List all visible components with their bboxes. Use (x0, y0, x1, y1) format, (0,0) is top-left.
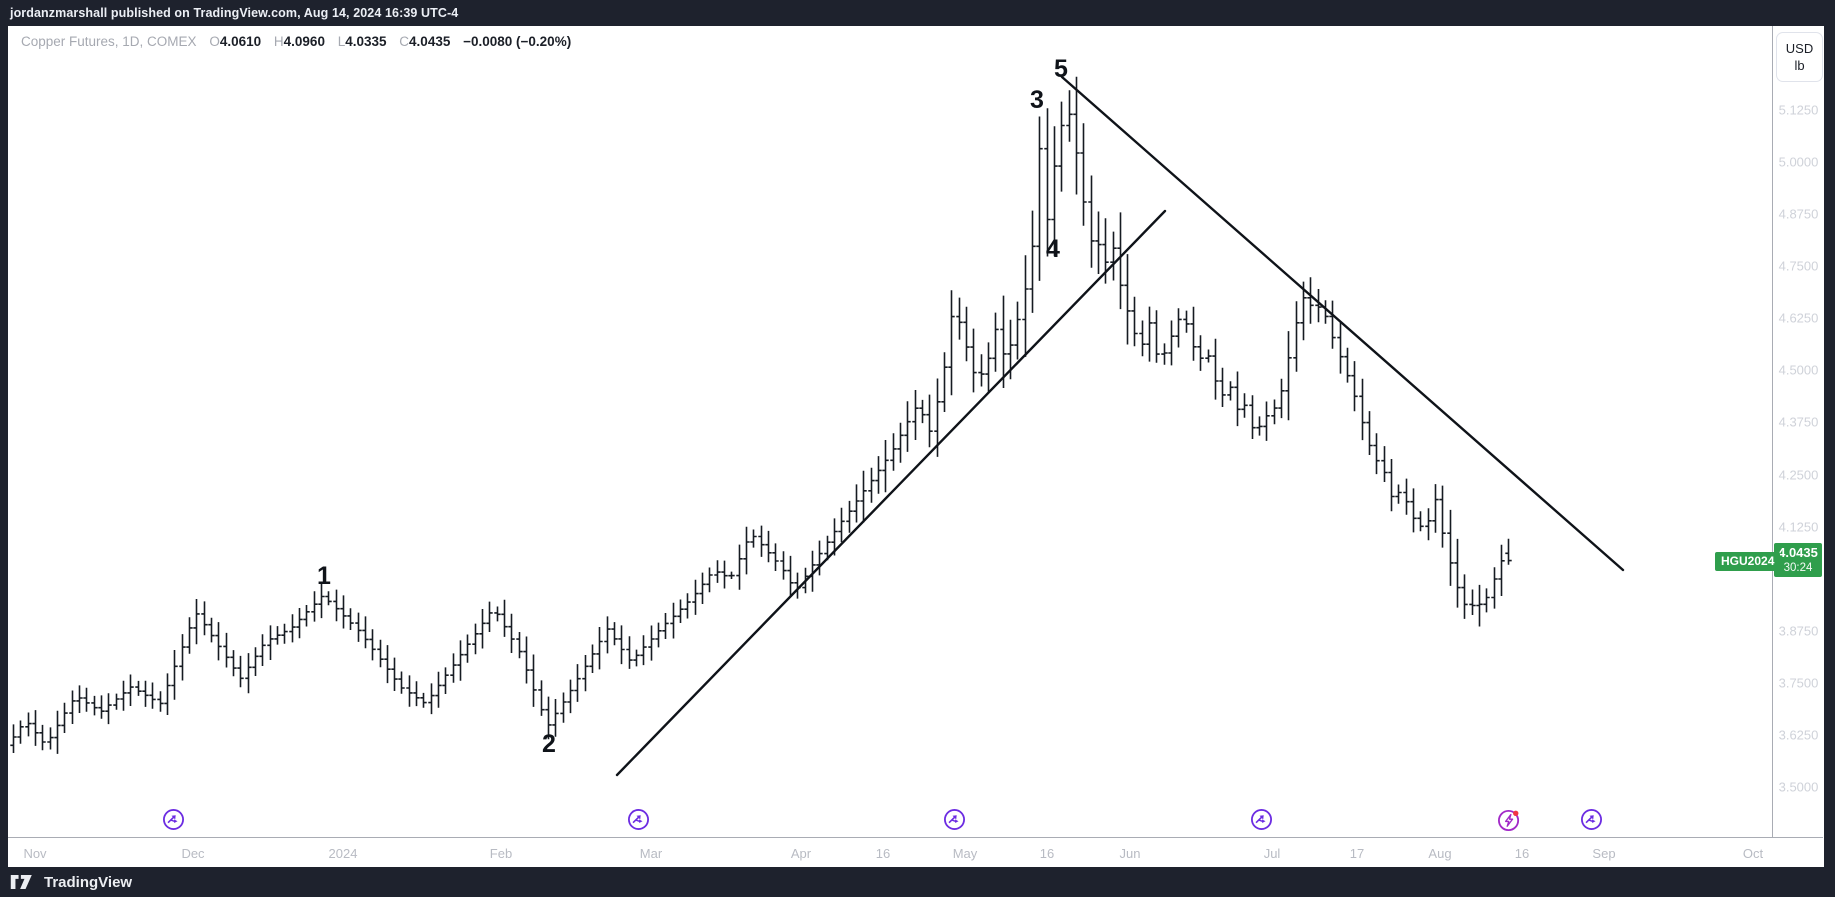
time-tick-label: Nov (23, 846, 47, 861)
time-tick-label: Aug (1428, 846, 1452, 861)
elliott-wave-label-4[interactable]: 4 (1046, 235, 1060, 263)
elliott-wave-label-1[interactable]: 1 (317, 562, 331, 590)
symbol-legend[interactable]: Copper Futures, 1D, COMEX O4.0610 H4.096… (21, 33, 571, 51)
time-tick-label: Feb (489, 846, 513, 861)
unit-currency: USD (1785, 41, 1814, 56)
published-idea-marker-icon[interactable] (943, 808, 966, 831)
time-tick-label: 16 (1039, 846, 1055, 861)
time-tick-label: 16 (875, 846, 891, 861)
time-tick-label: Sep (1592, 846, 1616, 861)
ascending-support-trendline[interactable] (615, 209, 1167, 777)
price-tick-label: 4.2500 (1778, 467, 1819, 483)
elliott-wave-label-3[interactable]: 3 (1030, 86, 1044, 114)
close-label: C (399, 34, 410, 49)
time-tick-label: Apr (790, 846, 812, 861)
footer-bar: TradingView (0, 867, 1835, 897)
high-value: 4.0960 (283, 34, 325, 49)
price-tick-label: 4.5000 (1778, 362, 1819, 378)
symbol-title[interactable]: Copper Futures, 1D, COMEX (21, 34, 197, 49)
price-tick-label: 4.7500 (1778, 258, 1819, 274)
unit-measure: lb (1794, 58, 1805, 73)
price-tick-label: 5.0000 (1778, 154, 1819, 170)
elliott-wave-label-2[interactable]: 2 (542, 730, 556, 758)
price-tick-label: 4.1250 (1778, 519, 1819, 535)
price-tick-label: 3.8750 (1778, 623, 1819, 639)
contract-badge: HGU2024 (1715, 551, 1781, 571)
time-tick-label: Dec (181, 846, 205, 861)
published-idea-marker-icon[interactable] (162, 808, 185, 831)
tradingview-logo-icon[interactable] (10, 871, 38, 893)
ohlc-chart-svg[interactable]: 1 2 3 4 5 (8, 26, 1772, 837)
open-label: O (209, 34, 220, 49)
last-price-value: 4.0435 (1778, 544, 1818, 560)
low-label: L (337, 34, 346, 49)
close-value: 4.0435 (409, 34, 451, 49)
publish-info-bar: jordanzmarshall published on TradingView… (0, 0, 1835, 26)
time-tick-label: Jun (1119, 846, 1141, 861)
price-axis[interactable]: USD lb 5.1250 5.0000 4.8750 4.7500 4.6250 4.5… (1772, 26, 1824, 867)
price-tick-label: 4.6250 (1778, 310, 1819, 326)
publish-info-text: jordanzmarshall published on TradingView… (10, 6, 459, 20)
low-value: 4.0335 (345, 34, 387, 49)
time-tick-label: 17 (1349, 846, 1365, 861)
time-tick-label: Oct (1742, 846, 1764, 861)
unit-box: USD lb (1776, 32, 1823, 82)
last-price-badge: 4.0435 30:24 (1774, 542, 1822, 577)
time-tick-label: Mar (639, 846, 663, 861)
ohlc-bars (10, 76, 1512, 754)
price-tick-label: 5.1250 (1778, 102, 1819, 118)
contract-code: HGU2024 (1721, 553, 1775, 568)
chart-panel: Copper Futures, 1D, COMEX O4.0610 H4.096… (8, 26, 1824, 868)
bar-countdown: 30:24 (1783, 561, 1813, 574)
open-value: 4.0610 (219, 34, 262, 49)
change-value: −0.0080 (−0.20%) (463, 34, 572, 49)
time-tick-label: 2024 (328, 846, 358, 861)
tradingview-brand-text[interactable]: TradingView (44, 873, 133, 891)
published-idea-marker-icon[interactable] (1250, 808, 1273, 831)
time-tick-label: May (952, 846, 978, 861)
descending-resistance-trendline[interactable] (1060, 75, 1625, 572)
time-tick-label: Jul (1263, 846, 1281, 861)
elliott-wave-label-5[interactable]: 5 (1054, 55, 1068, 83)
time-axis[interactable]: Nov Dec 2024 Feb Mar Apr 16 May 16 Jun Jul 17 Aug 16 S… (8, 837, 1823, 868)
price-tick-label: 4.3750 (1778, 414, 1819, 430)
price-tick-label: 4.8750 (1778, 206, 1819, 222)
time-tick-label: 16 (1514, 846, 1530, 861)
high-label: H (273, 34, 284, 49)
published-idea-marker-icon[interactable] (1580, 808, 1603, 831)
price-tick-label: 3.5000 (1778, 779, 1819, 795)
flash-marker-icon[interactable] (1497, 808, 1520, 832)
price-tick-label: 3.6250 (1778, 727, 1819, 743)
published-idea-marker-icon[interactable] (627, 808, 650, 831)
price-chart-plot-area[interactable]: 1 2 3 4 5 (8, 26, 1772, 837)
price-tick-label: 3.7500 (1778, 675, 1819, 691)
